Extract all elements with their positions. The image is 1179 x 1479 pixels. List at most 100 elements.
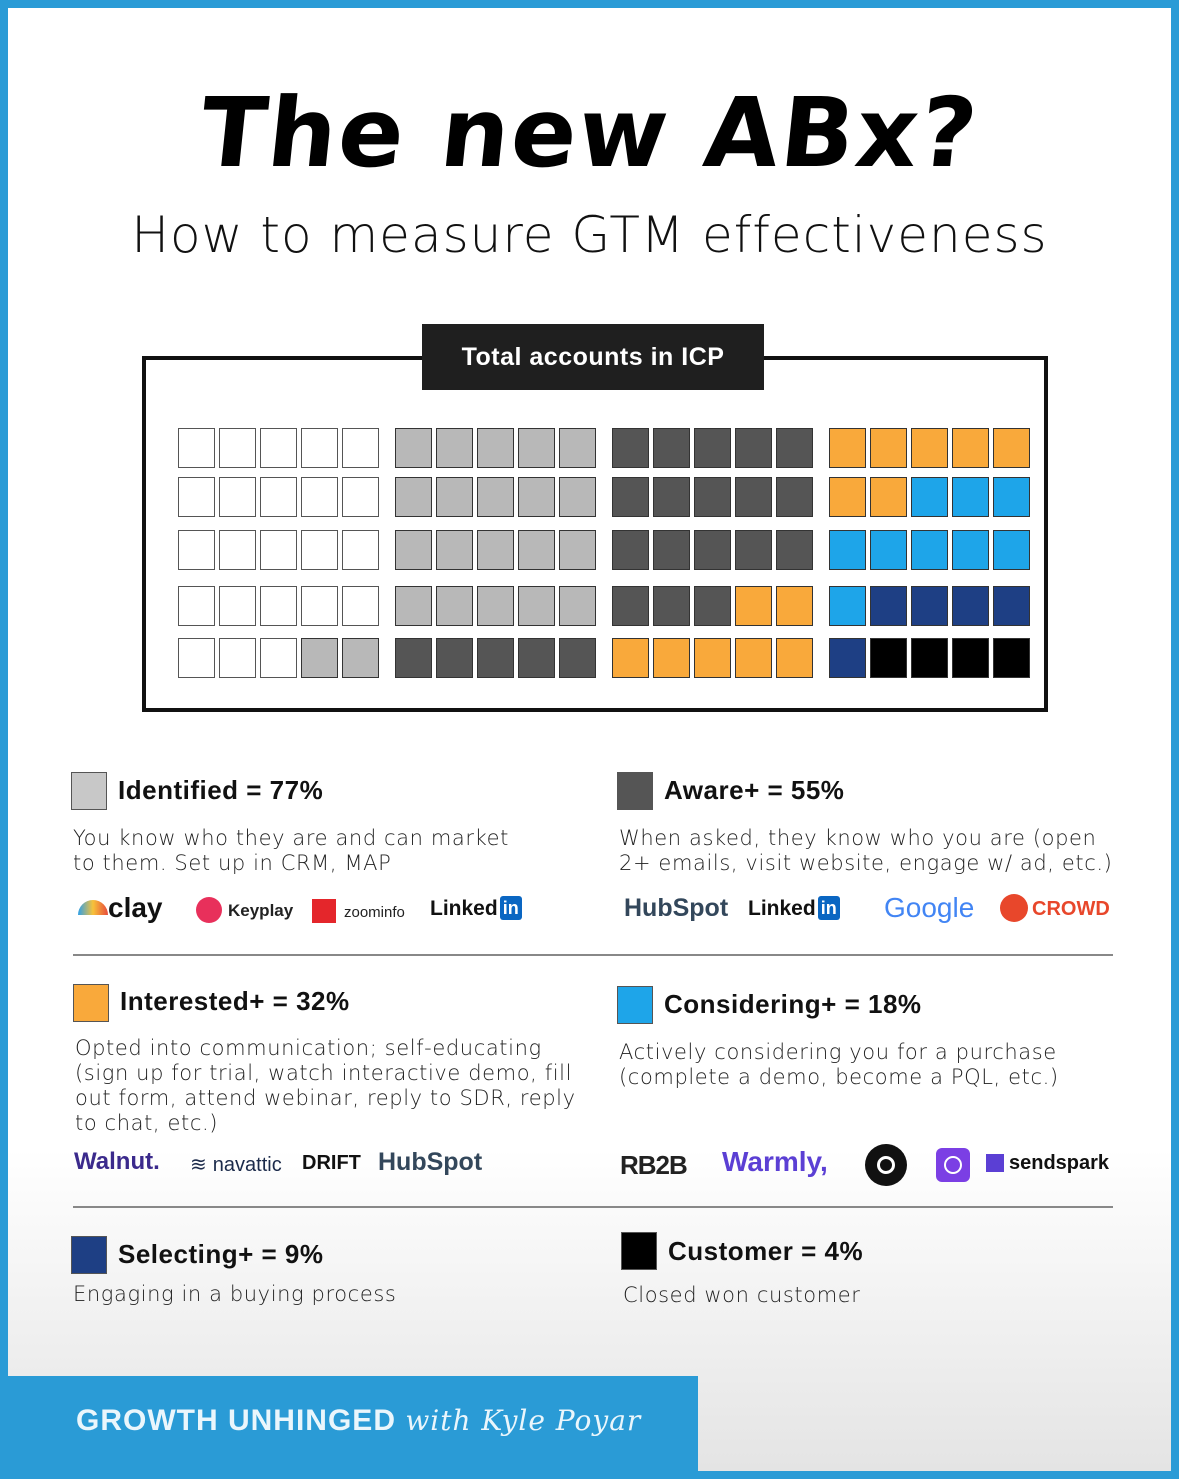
grid-cell: [301, 638, 338, 678]
navattic-icon: ≋: [190, 1154, 207, 1176]
grid-cell: [178, 428, 215, 468]
selecting-description: Engaging in a buying process: [73, 1282, 397, 1306]
grid-cell: [436, 638, 473, 678]
grid-cell: [219, 428, 256, 468]
sendspark-icon: [986, 1154, 1004, 1172]
grid-cell: [301, 477, 338, 517]
customer-title: Customer = 4%: [668, 1236, 864, 1266]
rb2b-logo: RB2B: [620, 1150, 688, 1180]
grid-cell: [735, 477, 772, 517]
grid-cell: [776, 477, 813, 517]
grid-cell: [952, 638, 989, 678]
clay-logo: clay: [78, 892, 163, 924]
grid-cell: [993, 638, 1030, 678]
grid-cell: [694, 638, 731, 678]
walnut-logo: Walnut.: [74, 1148, 160, 1175]
sendspark-logo: sendspark: [986, 1152, 1109, 1175]
grid-cell: [518, 638, 555, 678]
grid-cell: [301, 530, 338, 570]
grid-cell: [436, 428, 473, 468]
grid-cell: [342, 638, 379, 678]
camera-app-icon: [865, 1144, 907, 1186]
grid-cell: [477, 586, 514, 626]
grid-cell: [952, 530, 989, 570]
grid-cell: [952, 477, 989, 517]
divider-1: [73, 954, 1113, 956]
grid-cell: [518, 477, 555, 517]
grid-cell: [342, 530, 379, 570]
drift-logo: DRIFT: [302, 1152, 361, 1174]
identified-logos: clay Keyplay zoominfo Linked in: [78, 892, 558, 932]
grid-cell: [870, 586, 907, 626]
grid-cell: [518, 586, 555, 626]
grid-cell: [829, 586, 866, 626]
grid-cell: [178, 530, 215, 570]
grid-cell: [342, 586, 379, 626]
grid-cell: [993, 428, 1030, 468]
grid-cell: [829, 638, 866, 678]
grid-cell: [911, 428, 948, 468]
zoominfo-icon: [312, 899, 336, 923]
grid-cell: [559, 530, 596, 570]
grid-cell: [559, 586, 596, 626]
grid-cell: [436, 586, 473, 626]
considering-swatch: [617, 986, 653, 1024]
considering-description: Actively considering you for a purchase …: [619, 1040, 1059, 1089]
grid-cell: [776, 428, 813, 468]
grid-cell: [342, 477, 379, 517]
hubspot-logo: HubSpot: [378, 1148, 483, 1176]
grid-cell: [260, 530, 297, 570]
grid-cell: [395, 638, 432, 678]
grid-cell: [776, 638, 813, 678]
linkedin-logo: Linked in: [748, 896, 840, 921]
grid-cell: [694, 477, 731, 517]
footer-banner: GROWTH UNHINGED with Kyle Poyar: [8, 1376, 698, 1471]
keyplay-logo: Keyplay: [196, 897, 293, 923]
identified-title: Identified = 77%: [118, 775, 324, 805]
grid-cell: [260, 477, 297, 517]
grid-cell: [911, 638, 948, 678]
customer-swatch: [621, 1232, 657, 1270]
aware-title: Aware+ = 55%: [664, 775, 845, 805]
divider-2: [73, 1206, 1113, 1208]
grid-cell: [178, 638, 215, 678]
grid-cell: [735, 530, 772, 570]
grid-cell: [260, 586, 297, 626]
main-title: The new ABx?: [195, 77, 984, 189]
clay-rainbow-icon: [78, 900, 108, 915]
grid-cell: [219, 530, 256, 570]
g2crowd-logo: CROWD: [1000, 894, 1110, 922]
grid-cell: [477, 638, 514, 678]
grid-cell: [993, 477, 1030, 517]
grid-cell: [776, 530, 813, 570]
considering-logos: RB2B Warmly, sendspark: [620, 1144, 1110, 1188]
infographic: The new ABx? How to measure GTM effectiv…: [8, 8, 1171, 1471]
grid-cell: [653, 586, 690, 626]
considering-title: Considering+ = 18%: [664, 989, 922, 1019]
grid-cell: [829, 530, 866, 570]
grid-label: Total accounts in ICP: [422, 324, 764, 390]
grid-cell: [395, 586, 432, 626]
grid-cell: [653, 477, 690, 517]
grid-cell: [395, 428, 432, 468]
grid-cell: [870, 428, 907, 468]
grid-cell: [870, 477, 907, 517]
grid-cell: [870, 530, 907, 570]
grid-cell: [829, 477, 866, 517]
grid-cell: [219, 477, 256, 517]
keyplay-icon: [196, 897, 222, 923]
grid-cell: [776, 586, 813, 626]
grid-cell: [301, 428, 338, 468]
grid-cell: [559, 477, 596, 517]
interested-title: Interested+ = 32%: [120, 986, 350, 1016]
grid-cell: [911, 477, 948, 517]
interested-logos: Walnut. ≋ navattic DRIFT HubSpot: [74, 1146, 554, 1186]
grid-cell: [395, 530, 432, 570]
grid-cell: [342, 428, 379, 468]
grid-cell: [952, 428, 989, 468]
grid-cell: [477, 477, 514, 517]
grid-cell: [477, 428, 514, 468]
grid-cell: [653, 530, 690, 570]
grid-cell: [301, 586, 338, 626]
grid-cell: [694, 586, 731, 626]
